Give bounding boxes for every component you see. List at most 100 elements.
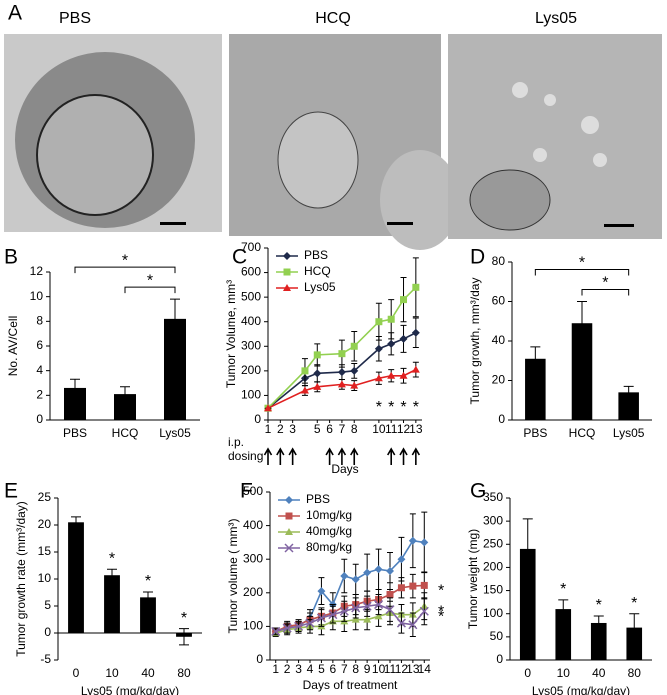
y-tick-label: 700 xyxy=(241,240,261,254)
error-bar xyxy=(593,615,604,631)
image-title: HCQ xyxy=(315,10,351,27)
significance-bracket xyxy=(534,269,630,276)
dosing-arrow xyxy=(276,447,285,465)
x-axis-label: Days of treatment xyxy=(303,678,398,692)
marker xyxy=(374,374,383,382)
error-bar xyxy=(70,378,80,398)
y-axis-label: Tumor Volume, mm³ xyxy=(224,280,238,388)
marker xyxy=(351,575,360,584)
significance-star: * xyxy=(181,610,187,627)
y-axis-label: Tumor growth rate (mm³/day) xyxy=(14,501,28,657)
marker xyxy=(374,565,383,574)
y-tick-label: 12 xyxy=(30,264,44,278)
marker xyxy=(385,605,395,615)
marker xyxy=(351,603,361,613)
y-axis-label: Tumor growth, mm³/day xyxy=(468,278,482,405)
x-tick-label: 10 xyxy=(372,422,386,436)
y-tick-label: 200 xyxy=(241,363,261,377)
y-tick-label: 0 xyxy=(256,652,263,666)
marker xyxy=(294,621,304,631)
y-tick-label: 250 xyxy=(483,536,503,550)
marker xyxy=(420,538,429,547)
error-bar xyxy=(522,518,533,580)
marker xyxy=(396,618,406,628)
x-tick-label: 10 xyxy=(372,662,386,676)
y-tick-label: 4 xyxy=(36,363,43,377)
marker xyxy=(285,512,293,520)
dosing-arrow xyxy=(387,447,396,465)
y-tick-label: 8 xyxy=(36,314,43,328)
significance-star: * xyxy=(438,608,444,625)
significance-star: * xyxy=(560,581,566,598)
marker xyxy=(362,601,372,611)
marker xyxy=(285,496,293,504)
x-tick-label: 5 xyxy=(314,422,321,436)
marker xyxy=(337,368,346,377)
y-tick-label: 5 xyxy=(44,598,51,612)
error-bar xyxy=(530,346,541,372)
x-tick-label: 80 xyxy=(628,666,642,680)
y-axis-label: No. AV/Cell xyxy=(6,316,20,376)
error-bar xyxy=(107,568,117,582)
y-tick-label: 100 xyxy=(241,388,261,402)
y-tick-label: 20 xyxy=(492,373,506,387)
significance-star: * xyxy=(413,399,419,416)
marker xyxy=(375,318,383,326)
marker xyxy=(313,351,321,359)
error-bar xyxy=(179,628,189,646)
x-tick-label: 10 xyxy=(557,666,571,680)
image-title: PBS xyxy=(59,10,91,27)
y-tick-label: 200 xyxy=(243,585,263,599)
marker xyxy=(386,590,394,598)
x-tick-label: 8 xyxy=(352,662,359,676)
y-tick-label: 10 xyxy=(30,289,44,303)
y-tick-label: 25 xyxy=(38,490,52,504)
significance-star: * xyxy=(388,399,394,416)
y-axis-label: Tumor weight (mg) xyxy=(466,529,480,629)
marker xyxy=(374,344,383,353)
bar xyxy=(104,575,120,633)
marker xyxy=(399,371,408,379)
marker xyxy=(397,584,405,592)
significance-star: * xyxy=(596,597,602,614)
marker xyxy=(338,350,346,358)
error-bar xyxy=(558,599,569,619)
marker xyxy=(350,342,358,350)
x-tick-label: 13 xyxy=(409,422,423,436)
marker xyxy=(386,566,394,575)
bar xyxy=(68,522,84,633)
marker xyxy=(313,369,322,378)
x-tick-label: 0 xyxy=(524,666,531,680)
dosing-arrow xyxy=(288,447,297,465)
error-bar xyxy=(623,385,634,399)
marker xyxy=(408,620,418,630)
x-tick-label: 9 xyxy=(364,662,371,676)
bar xyxy=(626,627,643,660)
bar xyxy=(555,609,572,660)
dosing-arrow xyxy=(325,447,334,465)
marker xyxy=(328,610,338,620)
y-tick-label: 80 xyxy=(492,254,506,268)
y-tick-label: -5 xyxy=(40,652,51,666)
y-tick-label: 350 xyxy=(483,490,503,504)
marker xyxy=(282,623,292,633)
marker xyxy=(374,600,384,610)
x-tick-label: 13 xyxy=(406,662,420,676)
marker xyxy=(350,381,359,389)
significance-bracket xyxy=(74,266,176,274)
x-tick-label: 11 xyxy=(384,662,397,676)
error-bar xyxy=(71,516,81,529)
panel-label: E xyxy=(4,480,18,503)
significance-bracket xyxy=(124,286,176,294)
x-tick-label: Lys05 xyxy=(613,426,645,440)
micrograph xyxy=(448,34,662,239)
x-tick-label: 3 xyxy=(289,422,296,436)
x-tick-label: 40 xyxy=(592,666,606,680)
y-tick-label: 0 xyxy=(44,625,51,639)
y-tick-label: 300 xyxy=(241,338,261,352)
legend-label: Lys05 xyxy=(304,280,336,294)
marker xyxy=(300,386,309,394)
bar xyxy=(64,387,86,420)
y-tick-label: 20 xyxy=(38,517,52,531)
